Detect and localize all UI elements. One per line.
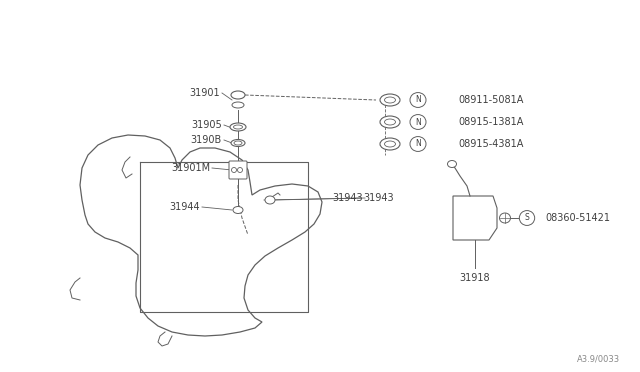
Text: 08915-4381A: 08915-4381A xyxy=(458,139,524,149)
Text: 08915-1381A: 08915-1381A xyxy=(458,117,524,127)
Ellipse shape xyxy=(237,167,243,173)
Text: 31918: 31918 xyxy=(460,273,490,283)
Ellipse shape xyxy=(230,123,246,131)
Polygon shape xyxy=(453,196,497,240)
Text: N: N xyxy=(415,140,421,148)
Polygon shape xyxy=(80,135,322,336)
Ellipse shape xyxy=(265,196,275,204)
Ellipse shape xyxy=(233,206,243,214)
Text: A3.9/0033: A3.9/0033 xyxy=(577,355,620,364)
Text: 3190B: 3190B xyxy=(191,135,222,145)
Ellipse shape xyxy=(385,97,396,103)
Ellipse shape xyxy=(232,102,244,108)
Text: 31901: 31901 xyxy=(189,88,220,98)
Text: 31901M: 31901M xyxy=(171,163,210,173)
Ellipse shape xyxy=(385,119,396,125)
Ellipse shape xyxy=(380,116,400,128)
Text: 31905: 31905 xyxy=(191,120,222,130)
Ellipse shape xyxy=(410,137,426,151)
Ellipse shape xyxy=(380,94,400,106)
Text: 31943: 31943 xyxy=(363,193,394,203)
Text: 08360-51421: 08360-51421 xyxy=(545,213,610,223)
Ellipse shape xyxy=(499,213,511,223)
Text: 31943: 31943 xyxy=(332,193,363,203)
Ellipse shape xyxy=(385,141,396,147)
FancyBboxPatch shape xyxy=(229,161,247,179)
Ellipse shape xyxy=(232,167,237,173)
Text: N: N xyxy=(415,118,421,126)
Text: 31944: 31944 xyxy=(170,202,200,212)
Ellipse shape xyxy=(410,115,426,129)
Ellipse shape xyxy=(234,141,242,145)
Text: S: S xyxy=(525,214,529,222)
Text: 08911-5081A: 08911-5081A xyxy=(458,95,524,105)
Text: N: N xyxy=(415,96,421,105)
Ellipse shape xyxy=(410,93,426,108)
Ellipse shape xyxy=(447,160,456,167)
Ellipse shape xyxy=(234,125,243,129)
Ellipse shape xyxy=(231,91,245,99)
Ellipse shape xyxy=(380,138,400,150)
Ellipse shape xyxy=(519,211,534,225)
Ellipse shape xyxy=(231,140,245,147)
